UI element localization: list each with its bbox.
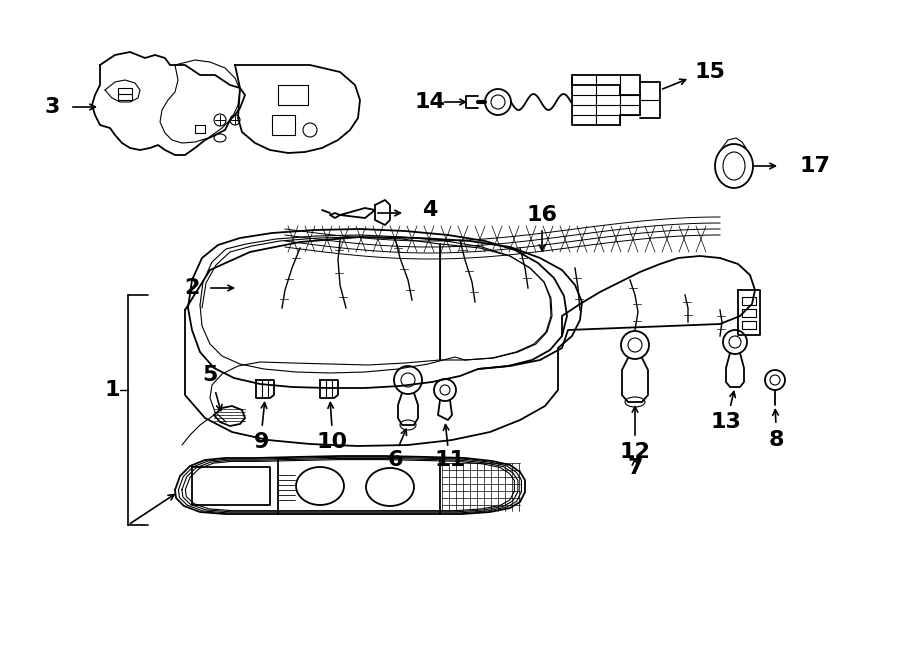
Text: 4: 4 bbox=[422, 200, 437, 220]
Text: 7: 7 bbox=[627, 458, 643, 478]
Text: 12: 12 bbox=[619, 442, 651, 462]
Text: 1: 1 bbox=[104, 380, 120, 400]
Text: 11: 11 bbox=[435, 450, 465, 470]
Text: 15: 15 bbox=[695, 62, 725, 82]
Text: 17: 17 bbox=[800, 156, 831, 176]
Text: 10: 10 bbox=[317, 432, 347, 452]
Text: 16: 16 bbox=[526, 205, 557, 225]
Text: 13: 13 bbox=[711, 412, 742, 432]
Text: 3: 3 bbox=[44, 97, 59, 117]
Text: 8: 8 bbox=[769, 430, 784, 450]
Text: 14: 14 bbox=[415, 92, 446, 112]
Text: 9: 9 bbox=[255, 432, 270, 452]
Text: 6: 6 bbox=[387, 450, 403, 470]
Text: 2: 2 bbox=[184, 278, 200, 298]
Text: 5: 5 bbox=[202, 365, 218, 385]
